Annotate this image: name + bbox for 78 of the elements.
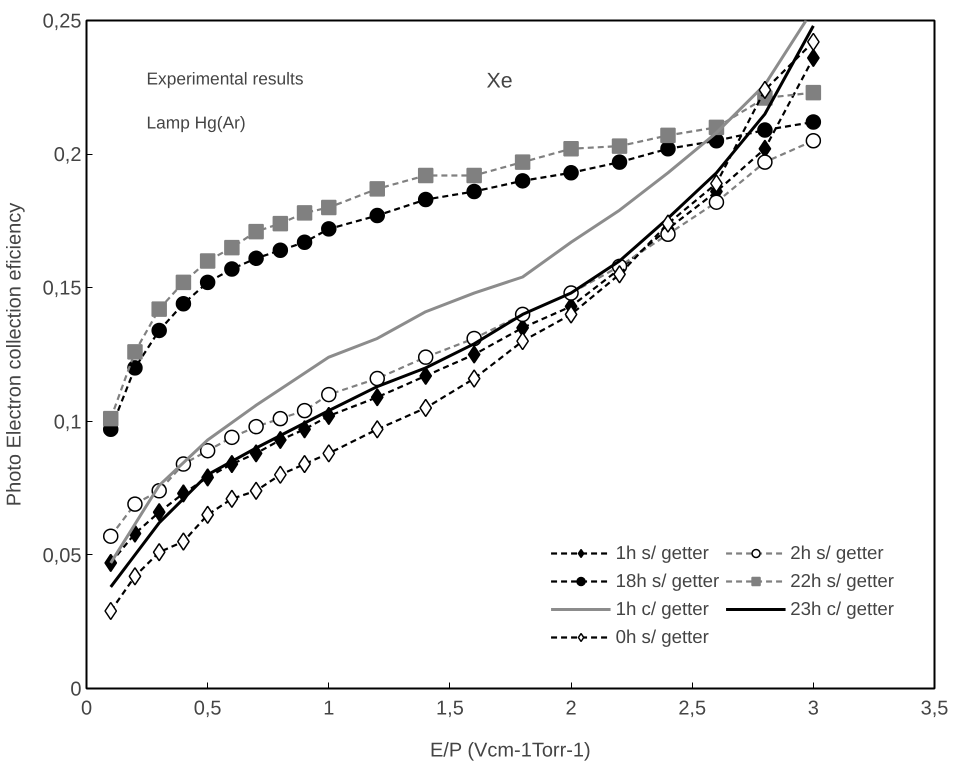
legend-label: 1h s/ getter xyxy=(616,542,709,564)
x-tick-label: 2 xyxy=(566,698,577,720)
point xyxy=(127,360,143,376)
point xyxy=(806,114,822,130)
point xyxy=(248,224,264,240)
point xyxy=(201,506,214,524)
point xyxy=(660,141,676,156)
point xyxy=(322,444,336,463)
legend-label: 1h c/ getter xyxy=(616,598,709,620)
point xyxy=(224,240,240,256)
point xyxy=(370,420,384,439)
legend-label: 22h s/ getter xyxy=(790,570,894,592)
point xyxy=(563,165,579,181)
point xyxy=(419,366,432,386)
point xyxy=(806,84,822,100)
point xyxy=(321,200,337,216)
point xyxy=(127,344,143,360)
point xyxy=(370,388,384,406)
legend-label: 18h s/ getter xyxy=(616,570,720,592)
y-tick-label: 0 xyxy=(70,678,82,700)
point xyxy=(104,602,118,620)
point xyxy=(272,242,288,258)
x-tick-label: 0,5 xyxy=(194,698,222,720)
point xyxy=(757,122,773,138)
point xyxy=(466,184,482,200)
point xyxy=(660,128,676,144)
legend-label: 2h s/ getter xyxy=(790,542,884,564)
annotation: Experimental results xyxy=(146,68,304,88)
y-axis-title: Photo Electron collection eficiency xyxy=(4,202,26,506)
x-tick-label: 1,5 xyxy=(436,698,464,720)
point xyxy=(151,301,167,317)
point xyxy=(612,154,628,170)
legend-label: 0h s/ getter xyxy=(616,626,709,648)
point xyxy=(296,234,312,250)
point xyxy=(200,253,216,269)
x-axis-title: E/P (Vcm-1Torr-1) xyxy=(430,740,591,762)
legend-label: 23h c/ getter xyxy=(790,598,894,620)
point xyxy=(419,398,432,418)
point xyxy=(758,80,772,100)
point xyxy=(612,138,628,154)
x-tick-label: 3 xyxy=(808,698,819,720)
point xyxy=(200,274,216,290)
point xyxy=(418,168,434,184)
point xyxy=(369,181,385,197)
annotation: Lamp Hg(Ar) xyxy=(146,112,246,132)
y-tick-label: 0,1 xyxy=(54,411,82,434)
point xyxy=(296,205,312,221)
point xyxy=(563,141,579,157)
point xyxy=(102,410,118,426)
point xyxy=(176,274,192,290)
y-tick-label: 0,25 xyxy=(42,10,82,32)
x-tick-label: 1 xyxy=(323,698,334,720)
point xyxy=(806,32,820,52)
point xyxy=(321,221,337,237)
y-tick-label: 0,05 xyxy=(42,544,82,567)
point xyxy=(248,250,264,266)
point xyxy=(272,216,288,232)
point xyxy=(468,345,481,364)
y-tick-label: 0,15 xyxy=(42,278,82,300)
x-tick-label: 2,5 xyxy=(678,698,706,720)
y-tick-label: 0,2 xyxy=(54,144,82,166)
point xyxy=(152,542,166,562)
point xyxy=(514,154,530,170)
point xyxy=(369,208,385,224)
point xyxy=(806,48,820,68)
point xyxy=(514,173,530,189)
annotation: Xe xyxy=(486,68,513,92)
x-tick-label: 3,5 xyxy=(920,698,948,720)
point xyxy=(274,465,287,484)
point xyxy=(152,502,166,522)
point xyxy=(224,261,240,277)
point xyxy=(250,482,263,500)
point xyxy=(418,192,434,208)
point xyxy=(176,296,192,312)
point xyxy=(468,369,481,388)
point xyxy=(225,490,238,508)
point xyxy=(151,322,167,338)
point xyxy=(466,168,482,184)
